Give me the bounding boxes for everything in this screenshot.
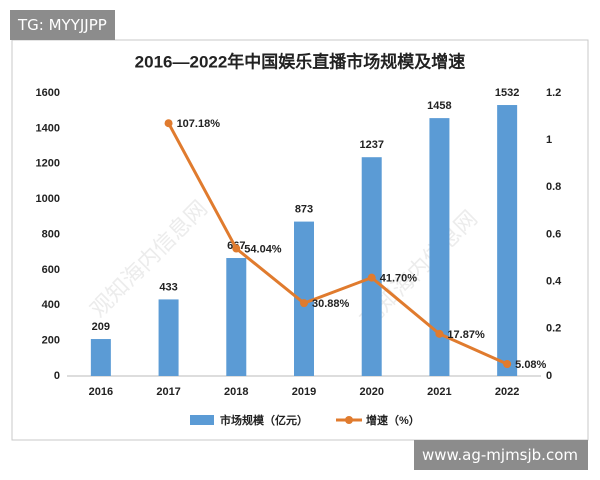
x-tick-label: 2021 bbox=[427, 386, 451, 398]
x-tick-label: 2020 bbox=[359, 386, 383, 398]
bar bbox=[429, 118, 450, 377]
data-label: 209 bbox=[92, 321, 110, 333]
y-tick-label: 800 bbox=[42, 228, 60, 240]
bar bbox=[497, 105, 518, 376]
y2-tick-label: 1 bbox=[546, 134, 552, 146]
y2-tick-label: 0.6 bbox=[546, 228, 561, 240]
y2-tick-label: 0 bbox=[546, 370, 552, 382]
y2-tick-label: 0.8 bbox=[546, 181, 561, 193]
legend-swatch bbox=[345, 416, 353, 424]
x-tick-label: 2017 bbox=[156, 386, 180, 398]
y2-tick-label: 0.4 bbox=[546, 276, 562, 288]
bar bbox=[361, 157, 382, 376]
x-tick-label: 2018 bbox=[224, 386, 248, 398]
line-point bbox=[300, 299, 308, 308]
data-label: 41.70% bbox=[380, 273, 418, 285]
y-tick-label: 1400 bbox=[36, 122, 60, 134]
data-label: 873 bbox=[295, 203, 313, 215]
legend-label: 市场规模（亿元） bbox=[220, 413, 308, 427]
data-label: 5.08% bbox=[515, 359, 546, 371]
data-label: 433 bbox=[159, 281, 177, 293]
legend-swatch bbox=[190, 415, 214, 425]
data-label: 1458 bbox=[427, 100, 451, 112]
bar bbox=[158, 299, 179, 376]
bar bbox=[90, 339, 111, 376]
data-label: 54.04% bbox=[244, 243, 282, 255]
line bbox=[167, 122, 508, 366]
line-point bbox=[435, 329, 444, 338]
footer-url: www.ag-mjmsjb.com bbox=[413, 440, 588, 470]
line-point bbox=[164, 119, 173, 128]
y2-tick-label: 1.2 bbox=[546, 87, 561, 99]
badge: TG: MYYJJPP bbox=[10, 10, 115, 40]
bar bbox=[226, 258, 247, 376]
data-label: 30.88% bbox=[312, 298, 350, 310]
data-label: 1532 bbox=[495, 87, 519, 99]
y-tick-label: 1000 bbox=[36, 193, 60, 205]
data-label: 17.87% bbox=[447, 329, 485, 341]
y-tick-label: 200 bbox=[42, 335, 60, 347]
legend-label: 增速（%） bbox=[366, 413, 420, 427]
x-tick-label: 2016 bbox=[89, 386, 113, 398]
bar bbox=[294, 221, 314, 376]
data-label: 107.18% bbox=[177, 118, 221, 130]
data-label: 1237 bbox=[359, 139, 383, 151]
x-tick-label: 2022 bbox=[495, 386, 519, 398]
y-tick-label: 400 bbox=[42, 299, 60, 311]
y-tick-label: 1200 bbox=[36, 158, 60, 170]
y-tick-label: 1600 bbox=[36, 87, 60, 99]
line-point bbox=[503, 360, 512, 369]
y-tick-label: 600 bbox=[42, 264, 60, 276]
y2-tick-label: 0.2 bbox=[546, 323, 561, 335]
line-point bbox=[232, 244, 241, 253]
y-tick-label: 0 bbox=[54, 370, 60, 382]
chart-title: 2016—2022年中国娱乐直播市场规模及增速 bbox=[135, 51, 466, 71]
line-point bbox=[367, 273, 376, 282]
x-tick-label: 2019 bbox=[292, 386, 316, 398]
